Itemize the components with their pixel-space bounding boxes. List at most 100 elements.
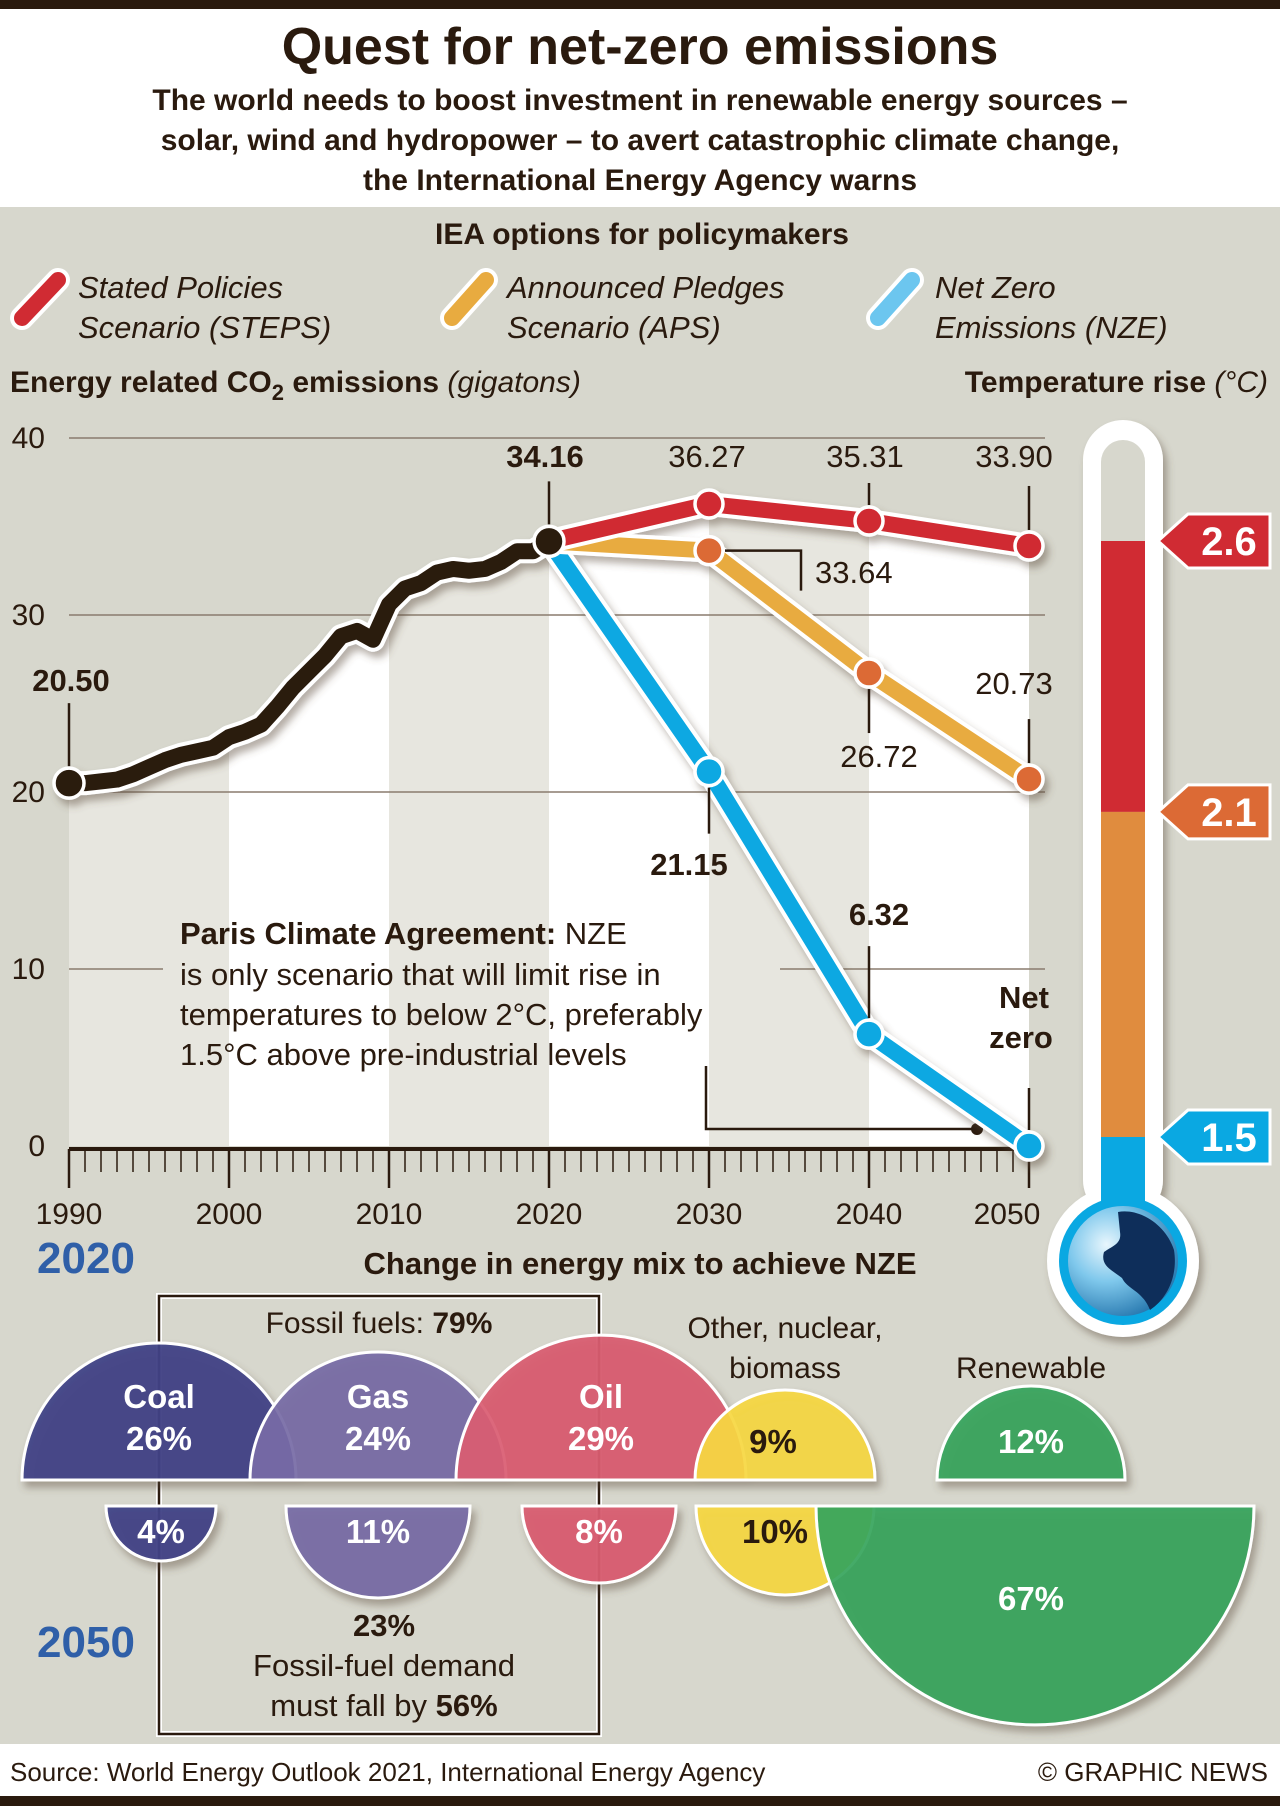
value-2020: 26% (126, 1420, 192, 1457)
semicircles-2020 (20, 1333, 1127, 1482)
subtitle-line-2: solar, wind and hydropower – to avert ca… (161, 124, 1120, 157)
temperature-tag (1155, 512, 1272, 570)
decade-band (549, 504, 709, 1146)
legend-label: Announced Pledges (505, 270, 785, 305)
x-tick-label: 2030 (676, 1198, 743, 1231)
label-leader (725, 549, 803, 591)
legend-nze: Net Zero Emissions (NZE) (866, 268, 1168, 345)
x-tick-label: 2040 (836, 1198, 903, 1231)
renewable-label: Renewable (956, 1352, 1106, 1385)
value-2050: 67% (998, 1580, 1064, 1617)
legend-swatch-nze (870, 272, 920, 326)
historical-point (532, 524, 566, 559)
top-rule (0, 0, 1280, 9)
legend-label: Net Zero (935, 270, 1056, 305)
category-name: Coal (123, 1378, 195, 1415)
data-label: 33.64 (815, 555, 893, 590)
thermometer: 2.6 2.1 1.5 (1047, 420, 1272, 1337)
y-tick-label: 10 (12, 953, 45, 986)
globe-continents-icon (1103, 1211, 1175, 1310)
legend-label: Emissions (NZE) (935, 310, 1168, 345)
category-name: Gas (347, 1378, 409, 1415)
paris-annotation-line: temperatures to below 2°C, preferably (180, 997, 703, 1032)
value-2050: 8% (575, 1513, 623, 1550)
legend-label: Stated Policies (78, 270, 283, 305)
data-label: 33.90 (975, 439, 1053, 474)
value-2020: 24% (345, 1420, 411, 1457)
value-2050: 10% (742, 1513, 808, 1550)
other-label-line-1: Other, nuclear, (687, 1312, 882, 1345)
semicircles-2050 (104, 1504, 1256, 1727)
x-tick-label: 2000 (196, 1198, 263, 1231)
emissions-chart-title: Energy related CO2 emissions (gigatons) (10, 366, 581, 405)
temperature-title: Temperature rise (°C) (965, 366, 1268, 399)
temperature-tag-label: 2.6 (1201, 520, 1257, 564)
data-label: 36.27 (668, 439, 746, 474)
category-name: Oil (579, 1378, 623, 1415)
temperature-tag (1155, 783, 1272, 841)
steps-line (541, 496, 1037, 554)
paris-annotation-line: 1.5°C above pre-industrial levels (180, 1037, 627, 1072)
header-bg (0, 9, 1280, 207)
aps-point (693, 534, 725, 567)
value-2020: 12% (998, 1423, 1064, 1460)
x-tick-label: 2010 (356, 1198, 423, 1231)
fossil-note-line-1: Fossil-fuel demand (253, 1648, 515, 1683)
y-tick-label: 20 (12, 776, 45, 809)
data-label: 35.31 (826, 439, 904, 474)
paris-annotation-line: Paris Climate Agreement: NZE (180, 916, 627, 951)
aps-point (853, 657, 885, 689)
decade-band (389, 504, 549, 1146)
steps-point (693, 488, 725, 520)
nze-point (853, 1018, 885, 1050)
footer-bg (0, 1744, 1280, 1796)
aps-point (1013, 763, 1045, 795)
temperature-tag (1155, 1108, 1272, 1166)
historical-point (52, 766, 86, 800)
steps-point (853, 505, 885, 537)
y-tick-label: 40 (12, 422, 45, 455)
legend-steps: Stated Policies Scenario (STEPS) (10, 268, 331, 345)
value-2050: 4% (137, 1513, 185, 1550)
temperature-tag-label: 2.1 (1201, 791, 1257, 835)
paris-annotation-line: is only scenario that will limit rise in (180, 957, 661, 992)
data-label: 6.32 (849, 897, 909, 932)
semicircle-2050-gas (284, 1504, 472, 1600)
semicircle-2050-oil (520, 1504, 678, 1585)
fossil-note-line-2: must fall by 56% (270, 1688, 497, 1723)
data-label: 26.72 (840, 739, 918, 774)
data-label: 20.50 (32, 663, 110, 698)
annotation-leader (704, 1066, 977, 1131)
x-tick-label: 2020 (516, 1198, 583, 1231)
y-tick-label: 30 (12, 599, 45, 632)
other-label-line-2: biomass (729, 1352, 841, 1385)
thermometer-fill-steps (1101, 541, 1145, 812)
data-label: 21.15 (650, 847, 728, 882)
credit-text: © GRAPHIC NEWS (1038, 1757, 1268, 1787)
steps-point (1013, 530, 1045, 562)
legend-label: Scenario (APS) (507, 310, 721, 345)
semicircle-2050-renewable (814, 1504, 1256, 1727)
legend-swatch-aps (444, 272, 494, 326)
value-2020: 9% (749, 1423, 797, 1460)
subtitle-line-1: The world needs to boost investment in r… (152, 84, 1127, 117)
legend-heading: IEA options for policymakers (435, 218, 849, 251)
source-text: Source: World Energy Outlook 2021, Inter… (10, 1757, 765, 1787)
x-tick-label: 1990 (36, 1198, 103, 1231)
energy-mix-chart: 2020 2050 Change in energy mix to achiev… (20, 1234, 1256, 1737)
legend-label: Scenario (STEPS) (78, 310, 331, 345)
nze-line (541, 533, 1037, 1154)
data-label: zero (989, 1020, 1053, 1055)
temperature-tag-label: 1.5 (1201, 1116, 1257, 1160)
bottom-rule (0, 1796, 1280, 1806)
nze-point (1013, 1130, 1045, 1162)
nze-point (693, 755, 725, 788)
year-2050-label: 2050 (37, 1618, 135, 1667)
year-2020-label: 2020 (37, 1234, 135, 1283)
legend-aps: Announced Pledges Scenario (APS) (440, 268, 785, 345)
data-label: 20.73 (975, 666, 1053, 701)
thermometer-fill-aps (1101, 811, 1145, 1137)
x-tick-label: 2050 (974, 1198, 1041, 1231)
data-label: 34.16 (506, 439, 584, 474)
